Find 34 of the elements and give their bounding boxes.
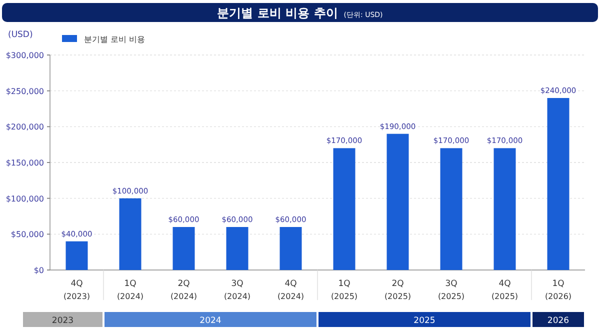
y-axis-title: (USD) — [8, 30, 33, 40]
text: 2023 — [52, 316, 74, 326]
x-tick-label: 2Q (2025) — [384, 279, 412, 301]
x-tick-label: 4Q (2023) — [63, 279, 90, 301]
x-tick-label: 1Q (2024) — [116, 279, 144, 301]
x-tick-label: 1Q (2025) — [330, 279, 358, 301]
y-tick-label: $0 — [34, 266, 44, 275]
bar — [226, 227, 248, 270]
y-tick-label: $250,000 — [6, 86, 44, 96]
bar — [119, 198, 142, 270]
y-tick-label: $100,000 — [6, 194, 44, 204]
x-tick-label: 3Q (2024) — [224, 279, 251, 301]
text: 2025 — [414, 316, 436, 326]
bar — [280, 227, 302, 270]
y-tick-label: $50,000 — [10, 230, 44, 240]
text: 2024 — [200, 316, 222, 326]
bar — [547, 98, 570, 270]
x-tick-label: 1Q (2026) — [544, 279, 572, 301]
bar — [440, 148, 462, 270]
y-tick-label: $300,000 — [6, 51, 44, 60]
text: 2026 — [547, 316, 570, 326]
chart-title: 분기별 로비 비용 추이 — [217, 6, 338, 20]
bar — [66, 241, 88, 270]
x-tick-label: 4Q (2025) — [491, 279, 518, 301]
bar — [333, 148, 356, 270]
x-tick-label: 4Q (2024) — [277, 279, 304, 301]
y-tick-label: $200,000 — [6, 122, 44, 132]
bar — [172, 227, 195, 270]
x-tick-label: 2Q (2024) — [170, 279, 198, 301]
bar — [386, 134, 409, 270]
x-tick-label: 3Q (2025) — [438, 279, 465, 301]
y-tick-label: $150,000 — [6, 158, 44, 168]
legend-label: 분기별 로비 비용 — [84, 35, 146, 44]
bar — [494, 148, 516, 270]
